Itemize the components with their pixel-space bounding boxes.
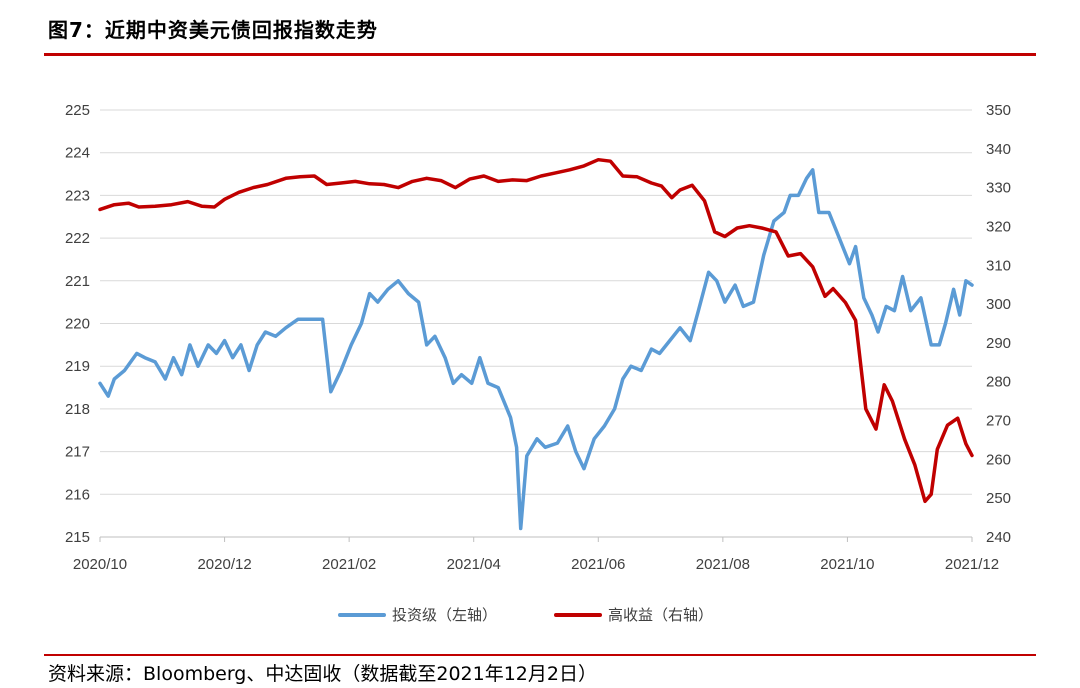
right-axis-tick-label: 320 — [986, 218, 1011, 235]
left-axis-tick-label: 221 — [65, 273, 90, 290]
right-axis-tick-label: 240 — [986, 529, 1011, 546]
x-axis-tick-label: 2021/06 — [571, 556, 625, 573]
right-axis-tick-label: 260 — [986, 451, 1011, 468]
right-axis-tick-label: 280 — [986, 374, 1011, 391]
x-axis-ticks: 2020/10 2020/12 2021/02 2021/04 2021/06 2021/… — [73, 537, 999, 573]
right-axis-tick-label: 250 — [986, 490, 1011, 507]
right-axis-tick-label: 270 — [986, 413, 1011, 430]
left-axis-tick-label: 223 — [65, 187, 90, 204]
right-axis-tick-label: 340 — [986, 141, 1011, 158]
right-axis-ticks: 240 250 260 270 280 290 300 310 320 330 340 350 — [986, 102, 1011, 546]
right-axis-tick-label: 350 — [986, 102, 1011, 119]
right-axis-tick-label: 330 — [986, 180, 1011, 197]
title-rule — [44, 53, 1036, 56]
investment-grade-series-line — [98, 168, 974, 531]
source-note: 资料来源：Bloomberg、中达固收（数据截至2021年12月2日） — [48, 663, 597, 685]
left-axis-tick-label: 225 — [65, 102, 90, 119]
left-axis-tick-label: 219 — [65, 358, 90, 375]
x-axis-tick-label: 2021/08 — [696, 556, 750, 573]
left-axis-tick-label: 218 — [65, 401, 90, 418]
legend-label: 投资级（左轴） — [392, 606, 497, 624]
source-rule — [44, 654, 1036, 656]
gridlines — [100, 109, 972, 538]
x-axis-tick-label: 2021/12 — [945, 556, 999, 573]
figure-title: 图7：近期中资美元债回报指数走势 — [48, 18, 378, 42]
left-axis-ticks: 215 216 217 218 219 220 221 222 223 224 225 — [65, 102, 90, 546]
left-axis-tick-label: 222 — [65, 230, 90, 247]
right-axis-tick-label: 310 — [986, 257, 1011, 274]
right-axis-tick-label: 290 — [986, 335, 1011, 352]
legend-label: 高收益（右轴） — [608, 606, 713, 624]
left-axis-tick-label: 220 — [65, 316, 90, 333]
x-axis-tick-label: 2021/10 — [820, 556, 874, 573]
x-axis-tick-label: 2020/12 — [197, 556, 251, 573]
left-axis-tick-label: 217 — [65, 444, 90, 461]
left-axis-tick-label: 215 — [65, 529, 90, 546]
x-axis-tick-label: 2020/10 — [73, 556, 127, 573]
high-yield-series-line — [98, 157, 974, 504]
left-axis-tick-label: 216 — [65, 486, 90, 503]
left-axis-tick-label: 224 — [65, 145, 90, 162]
x-axis-tick-label: 2021/04 — [447, 556, 501, 573]
chart-legend: 投资级（左轴） 高收益（右轴） — [338, 606, 713, 624]
x-axis-tick-label: 2021/02 — [322, 556, 376, 573]
series-lines — [98, 157, 974, 531]
right-axis-tick-label: 300 — [986, 296, 1011, 313]
line-chart: 215 216 217 218 219 220 221 222 223 224 225 240 250… — [65, 102, 1011, 624]
